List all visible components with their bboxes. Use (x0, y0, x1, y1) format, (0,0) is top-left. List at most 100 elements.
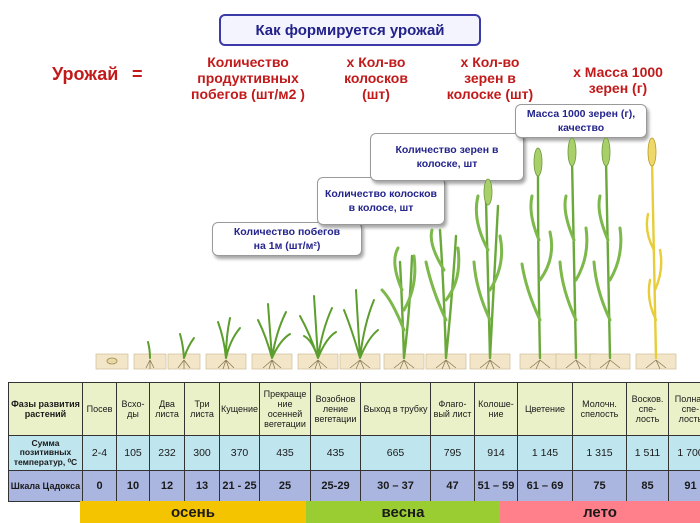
scale-cell: 0 (82, 470, 117, 502)
roots (645, 359, 667, 370)
seedling-two-leaves (179, 333, 195, 359)
seedling-shoot (147, 341, 151, 359)
phase-cell: Три листа (184, 382, 220, 436)
roots (393, 359, 415, 370)
phase-cell: Молочн. спелость (572, 382, 627, 436)
callout-mass: Масса 1000 зерен (г), качество (515, 104, 647, 138)
phase-cell: Два листа (149, 382, 185, 436)
phase-cell: Возобнов ление вегетации (310, 382, 361, 436)
callout-grains: Количество зерен в колоске, шт (370, 133, 524, 181)
plant-stem-milk (570, 158, 578, 360)
plant-stem-full-ripe (650, 158, 658, 360)
phase-cell: Цветение (517, 382, 573, 436)
scale-cell: 30 – 37 (360, 470, 431, 502)
scale-cell: 75 (572, 470, 627, 502)
phase-cell: Кущение (219, 382, 260, 436)
roots (262, 359, 282, 370)
wheat-ear (601, 137, 611, 167)
scale-cell: 61 – 69 (517, 470, 573, 502)
roots (177, 359, 191, 369)
season-spring: весна (306, 501, 500, 523)
formula-term-mass: x Масса 1000 зерен (г) (573, 64, 663, 96)
temp-cell: 914 (474, 435, 518, 471)
leaves-dry (645, 212, 663, 322)
temp-cell: 300 (184, 435, 220, 471)
formula-equals-sign: = (132, 64, 143, 84)
phase-cell: Флаго-вый лист (430, 382, 475, 436)
scale-cell: 91 (668, 470, 700, 502)
leaves (424, 228, 461, 322)
scale-cell: 47 (430, 470, 475, 502)
plant-stem-wax (604, 158, 612, 360)
temp-cell: 435 (310, 435, 361, 471)
temp-cell: 1 511 (626, 435, 669, 471)
leaves (592, 194, 623, 322)
formula-yield-label: Урожай (52, 64, 119, 84)
scale-cell: 12 (149, 470, 185, 502)
scale-cell: 13 (184, 470, 220, 502)
plant-stem-flag-leaf (438, 228, 458, 360)
callout-spikelets: Количество колосков в колосе, шт (317, 177, 445, 225)
leaves (472, 194, 504, 322)
temp-cell: 2-4 (82, 435, 117, 471)
temp-cell: 1 145 (517, 435, 573, 471)
phase-table: Фазы развития растений Посев Всхо-ды Два… (8, 382, 700, 502)
phase-cell: Полная спе-лость (668, 382, 700, 436)
temp-cell: 1 700 (668, 435, 700, 471)
scale-cell: 25 (259, 470, 311, 502)
roots (565, 359, 587, 370)
formula-term-grains: x Кол-во зерен в колоске (шт) (446, 54, 534, 102)
phase-cell: Восков. спе-лость (626, 382, 669, 436)
temp-cell: 105 (116, 435, 150, 471)
header-scale: Шкала Цадокса (8, 470, 83, 502)
roots (529, 359, 551, 370)
plant-resume (343, 289, 379, 359)
scale-cell: 10 (116, 470, 150, 502)
scale-cell: 51 – 59 (474, 470, 518, 502)
roots (599, 359, 621, 370)
season-summer: лето (500, 501, 700, 523)
phase-cell: Всхо-ды (116, 382, 150, 436)
table-row-zadoks: Шкала Цадокса 0 10 12 13 21 - 25 25 25-2… (8, 470, 700, 502)
phase-cell: Выход в трубку (360, 382, 431, 436)
plant-end-autumn (299, 295, 337, 359)
plant-tillering (257, 303, 291, 359)
seedling-three-leaves (217, 317, 241, 359)
leaves (520, 194, 554, 322)
scale-cell: 85 (626, 470, 669, 502)
phase-cell: Посев (82, 382, 117, 436)
wheat-ear (483, 178, 493, 206)
roots (349, 359, 371, 370)
plant-stem-booting (398, 254, 414, 360)
formula-term-spikelets: x Кол-во колосков (шт) (344, 54, 408, 102)
callout-shoots: Количество побегов на 1м (шт/м²) (212, 222, 362, 256)
scale-cell: 25-29 (310, 470, 361, 502)
scale-cell: 21 - 25 (219, 470, 260, 502)
diagram-title: Как формируется урожай (219, 14, 481, 46)
roots (145, 359, 155, 369)
temp-cell: 370 (219, 435, 260, 471)
formula-term-shoots: Количество продуктивных побегов (шт/м2 ) (191, 54, 305, 102)
season-autumn: осень (80, 501, 306, 523)
plant-stem-flowering (536, 168, 542, 360)
temp-cell: 795 (430, 435, 475, 471)
leaves (380, 246, 417, 332)
table-row-phases: Фазы развития растений Посев Всхо-ды Два… (8, 382, 700, 436)
phase-cell: Прекраще ние осенней вегетации (259, 382, 311, 436)
header-phase: Фазы развития растений (8, 382, 83, 436)
temp-cell: 435 (259, 435, 311, 471)
leaves (558, 194, 589, 322)
temp-cell: 665 (360, 435, 431, 471)
phase-cell: Колоше-ние (474, 382, 518, 436)
wheat-ear (567, 137, 577, 167)
roots (479, 359, 501, 370)
plant-growth-illustration (95, 137, 677, 370)
roots (435, 359, 457, 370)
roots (308, 359, 328, 370)
table-row-temperatures: Сумма позитивных температур, ⁰С 2-4 105 … (8, 435, 700, 471)
seed (106, 357, 118, 365)
roots (217, 359, 235, 370)
temp-cell: 232 (149, 435, 185, 471)
header-temp: Сумма позитивных температур, ⁰С (8, 435, 83, 471)
wheat-ear-ripe (647, 137, 657, 167)
